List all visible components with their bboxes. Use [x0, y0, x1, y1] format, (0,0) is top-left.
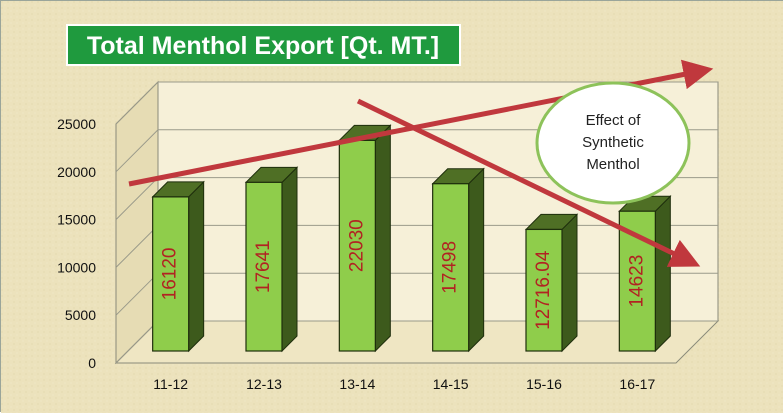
- value-label: 17498: [440, 241, 461, 294]
- bar-side-face: [561, 213, 578, 353]
- y-tick-label: 5000: [65, 307, 96, 323]
- value-label: 16120: [160, 248, 181, 301]
- y-tick-label: 15000: [57, 212, 96, 228]
- x-axis-ticks: 11-12 12-13 13-14 14-15 15-16 16-17: [153, 376, 655, 392]
- bar: [244, 166, 299, 353]
- value-label: 17641: [253, 240, 274, 293]
- bar-side-face: [188, 180, 205, 353]
- y-tick-label: 20000: [57, 164, 96, 180]
- bars: [151, 124, 672, 353]
- x-tick-label: 12-13: [246, 376, 282, 392]
- bar-front-face: [338, 139, 376, 352]
- bar: [618, 194, 672, 353]
- annotation-line-2: Synthetic: [582, 134, 644, 151]
- bar-side-face: [468, 167, 485, 353]
- y-tick-label: 0: [88, 355, 96, 371]
- chart-title: Total Menthol Export [Qt. MT.]: [87, 32, 439, 60]
- bar: [151, 180, 205, 353]
- bar: [524, 213, 579, 353]
- value-labels: 16120 17641 22030 17498 12716.04 14623: [160, 219, 648, 330]
- bar: [338, 124, 392, 353]
- value-label: 12716.04: [533, 250, 554, 330]
- downward-trend-arrow: [356, 98, 701, 267]
- gridline: [115, 81, 718, 125]
- y-axis-ticks: 0 5000 10000 15000 20000 25000: [57, 116, 96, 371]
- bar-side-face: [654, 194, 671, 353]
- x-tick-label: 16-17: [619, 376, 655, 392]
- value-label: 14623: [626, 255, 647, 308]
- y-tick-label: 25000: [57, 116, 96, 132]
- bar-front-face: [152, 196, 190, 352]
- annotation-line-3: Menthol: [586, 156, 639, 173]
- x-tick-label: 14-15: [433, 376, 469, 392]
- side-wall: [115, 80, 159, 365]
- gridline: [115, 129, 718, 173]
- chart-title-box: Total Menthol Export [Qt. MT.]: [66, 24, 461, 66]
- bar-side-face: [281, 166, 298, 353]
- x-tick-label: 13-14: [339, 376, 375, 392]
- annotation-ellipse: [535, 81, 691, 205]
- bar-front-face: [432, 183, 470, 352]
- annotation-callout: Effect of Synthetic Menthol: [535, 81, 691, 205]
- value-label: 22030: [346, 219, 367, 272]
- x-tick-label: 15-16: [526, 376, 562, 392]
- x-tick-label: 11-12: [153, 376, 188, 392]
- bar-side-face: [374, 124, 391, 353]
- annotation-line-1: Effect of: [586, 112, 642, 129]
- bar: [431, 167, 485, 353]
- y-tick-label: 10000: [57, 259, 96, 275]
- title-background: [66, 24, 461, 66]
- bar-front-face: [245, 181, 283, 352]
- bar-front-face: [525, 228, 563, 352]
